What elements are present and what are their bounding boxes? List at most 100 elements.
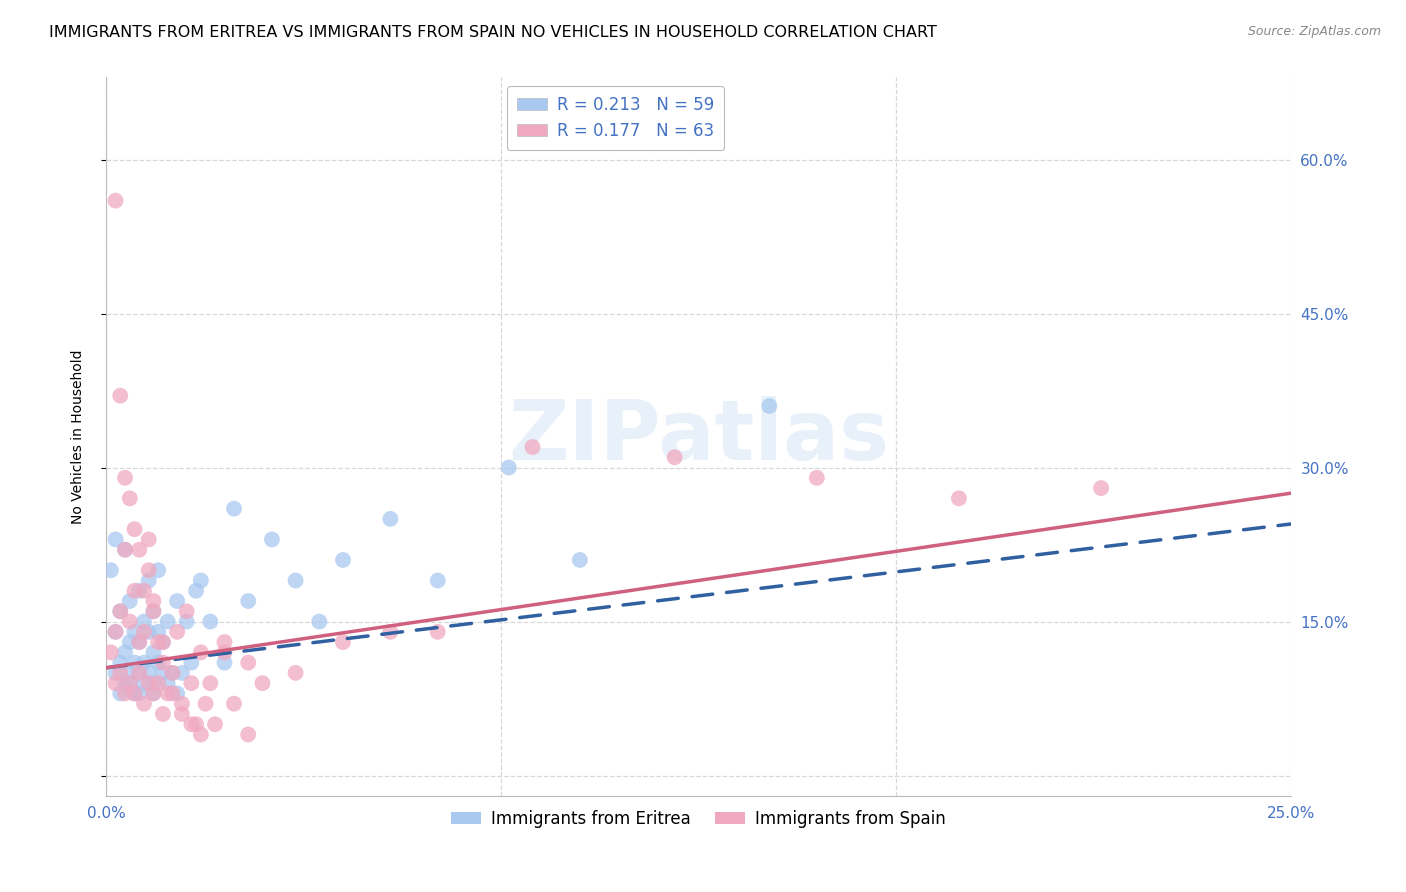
Point <box>128 665 150 680</box>
Point <box>148 635 170 649</box>
Point <box>128 665 150 680</box>
Point <box>332 553 354 567</box>
Point <box>152 706 174 721</box>
Point <box>118 491 141 506</box>
Point <box>252 676 274 690</box>
Point <box>238 656 260 670</box>
Point <box>104 676 127 690</box>
Point <box>332 635 354 649</box>
Point <box>124 583 146 598</box>
Point <box>166 686 188 700</box>
Point <box>308 615 330 629</box>
Point <box>190 645 212 659</box>
Point <box>142 686 165 700</box>
Point <box>124 624 146 639</box>
Point <box>180 656 202 670</box>
Point <box>110 604 132 618</box>
Point <box>118 635 141 649</box>
Text: IMMIGRANTS FROM ERITREA VS IMMIGRANTS FROM SPAIN NO VEHICLES IN HOUSEHOLD CORREL: IMMIGRANTS FROM ERITREA VS IMMIGRANTS FR… <box>49 25 936 40</box>
Text: ZIPatlas: ZIPatlas <box>508 396 889 477</box>
Point <box>170 697 193 711</box>
Point <box>166 624 188 639</box>
Point <box>104 533 127 547</box>
Point <box>156 676 179 690</box>
Point <box>284 574 307 588</box>
Point <box>222 501 245 516</box>
Point <box>156 686 179 700</box>
Point <box>114 676 136 690</box>
Point <box>138 563 160 577</box>
Point <box>128 635 150 649</box>
Point <box>118 676 141 690</box>
Point <box>104 194 127 208</box>
Point <box>180 676 202 690</box>
Point <box>128 542 150 557</box>
Point <box>152 665 174 680</box>
Point <box>204 717 226 731</box>
Point <box>152 635 174 649</box>
Point <box>194 697 217 711</box>
Point <box>238 594 260 608</box>
Point <box>100 563 122 577</box>
Point <box>214 645 236 659</box>
Point <box>152 656 174 670</box>
Point <box>142 604 165 618</box>
Point <box>176 604 198 618</box>
Point <box>498 460 520 475</box>
Point <box>110 686 132 700</box>
Point <box>162 665 184 680</box>
Point <box>132 583 155 598</box>
Point <box>124 686 146 700</box>
Point <box>124 522 146 536</box>
Point <box>114 542 136 557</box>
Point <box>118 615 141 629</box>
Point <box>142 676 165 690</box>
Text: Source: ZipAtlas.com: Source: ZipAtlas.com <box>1247 25 1381 38</box>
Point <box>138 665 160 680</box>
Point <box>118 594 141 608</box>
Point <box>114 686 136 700</box>
Point <box>110 389 132 403</box>
Point <box>806 471 828 485</box>
Point <box>142 594 165 608</box>
Point <box>166 594 188 608</box>
Point <box>110 604 132 618</box>
Point <box>948 491 970 506</box>
Point <box>156 615 179 629</box>
Point <box>152 635 174 649</box>
Point <box>426 624 449 639</box>
Point <box>148 563 170 577</box>
Point <box>114 542 136 557</box>
Y-axis label: No Vehicles in Household: No Vehicles in Household <box>72 350 86 524</box>
Point <box>142 604 165 618</box>
Point <box>522 440 544 454</box>
Point <box>214 635 236 649</box>
Point <box>380 512 402 526</box>
Point <box>132 624 155 639</box>
Point <box>114 645 136 659</box>
Point <box>1090 481 1112 495</box>
Point <box>162 686 184 700</box>
Point <box>758 399 780 413</box>
Point <box>132 656 155 670</box>
Point <box>110 665 132 680</box>
Point <box>104 665 127 680</box>
Point <box>664 450 686 465</box>
Point <box>124 656 146 670</box>
Point <box>148 676 170 690</box>
Point <box>104 624 127 639</box>
Point <box>138 533 160 547</box>
Point <box>132 676 155 690</box>
Point <box>110 656 132 670</box>
Point <box>184 583 207 598</box>
Point <box>568 553 591 567</box>
Point <box>142 686 165 700</box>
Point <box>214 656 236 670</box>
Point <box>162 665 184 680</box>
Point <box>138 676 160 690</box>
Point <box>260 533 283 547</box>
Point <box>128 686 150 700</box>
Point <box>426 574 449 588</box>
Point <box>142 645 165 659</box>
Point <box>190 574 212 588</box>
